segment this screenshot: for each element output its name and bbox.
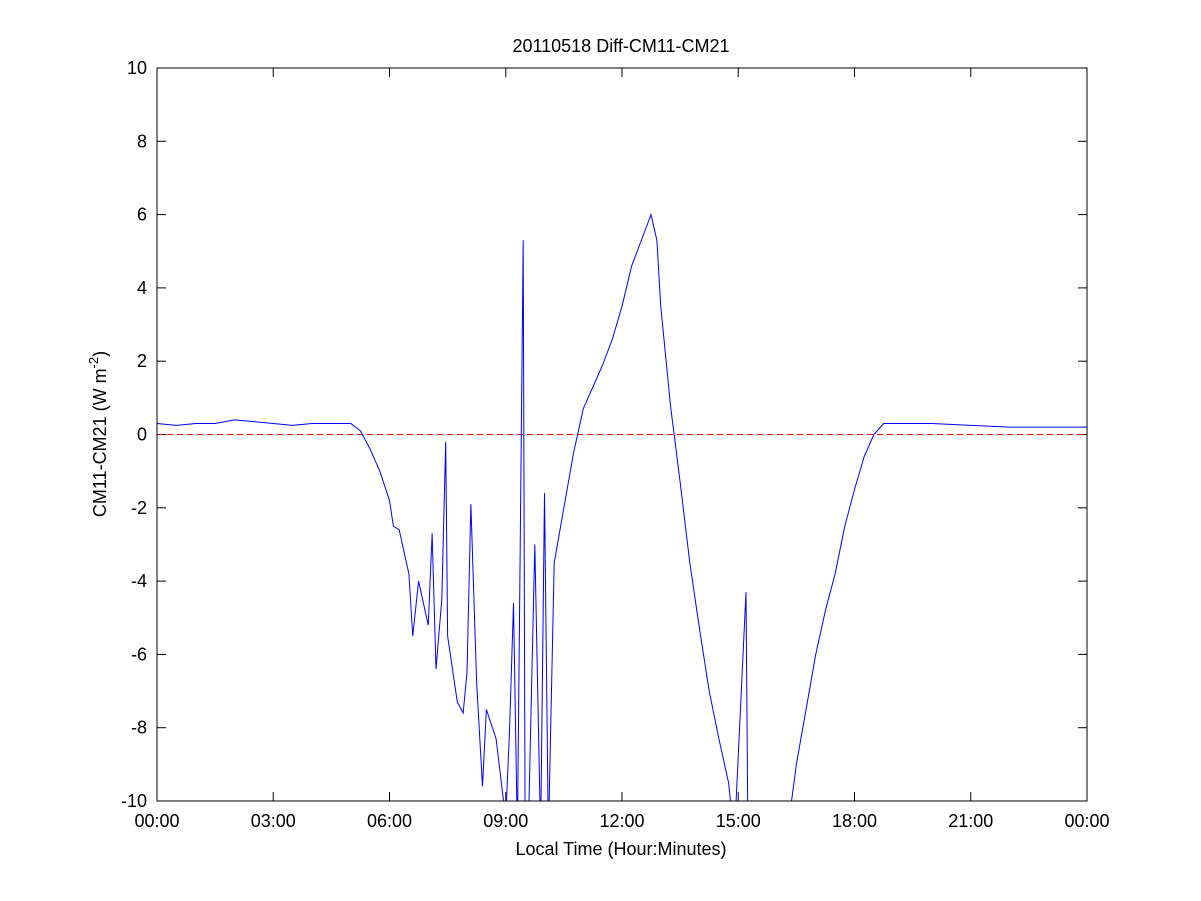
x-tick-label: 12:00 <box>599 811 644 831</box>
x-tick-label: 15:00 <box>716 811 761 831</box>
y-tick-label: -6 <box>131 644 147 664</box>
y-tick-label: -2 <box>131 498 147 518</box>
y-axis-label-superscript: -2 <box>86 357 101 369</box>
x-tick-label: 03:00 <box>251 811 296 831</box>
y-tick-label: 10 <box>127 58 147 78</box>
y-axis-label-text: CM11-CM21 (W m <box>90 368 110 517</box>
x-tick-label: 18:00 <box>832 811 877 831</box>
x-tick-label: 21:00 <box>948 811 993 831</box>
y-tick-label: -4 <box>131 571 147 591</box>
plot-area <box>157 212 1087 801</box>
y-tick-label: 2 <box>137 351 147 371</box>
chart-title: 20110518 Diff-CM11-CM21 <box>512 36 729 56</box>
x-tick-label: 09:00 <box>483 811 528 831</box>
data-line <box>157 212 1087 801</box>
y-axis-label-suffix: ) <box>90 351 110 357</box>
y-tick-label: -10 <box>121 791 147 811</box>
x-tick-label: 00:00 <box>1064 811 1109 831</box>
y-tick-label: 8 <box>137 131 147 151</box>
y-tick-label: 6 <box>137 205 147 225</box>
y-tick-label: 0 <box>137 425 147 445</box>
x-tick-label: 06:00 <box>367 811 412 831</box>
axes-box <box>156 67 1088 802</box>
y-tick-label: 4 <box>137 278 147 298</box>
x-axis-label: Local Time (Hour:Minutes) <box>515 839 726 859</box>
x-tick-label: 00:00 <box>134 811 179 831</box>
y-tick-label: -8 <box>131 718 147 738</box>
y-axis-label: CM11-CM21 (W m-2) <box>86 351 110 517</box>
